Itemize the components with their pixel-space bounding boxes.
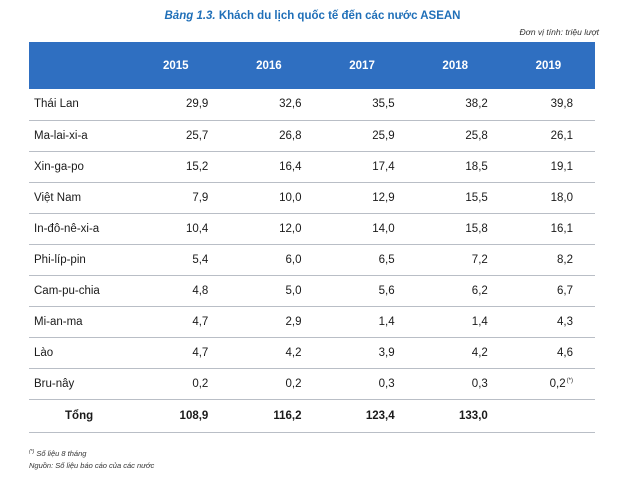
value-cell: 25,8 [408,120,502,152]
footnote: (*) Số liệu 8 tháng [29,449,86,458]
value-cell: 0,2 [129,368,223,400]
value-cell: 4,2 [222,337,316,369]
header-year: 2015 [129,42,223,89]
value-cell: 25,7 [129,120,223,152]
value-cell: 16,1 [501,213,595,245]
value-cell: 5,0 [222,275,316,307]
source-note: Nguồn: Số liệu báo cáo của các nước [29,461,155,470]
value-cell: 5,4 [129,244,223,276]
header-year: 2018 [408,42,502,89]
value-cell: 8,2 [501,244,595,276]
total-row: Tổng 108,9 116,2 123,4 133,0 [29,399,595,433]
header-country [29,42,130,89]
table-row: Lào 4,7 4,2 3,9 4,2 4,6 [29,337,595,369]
value-cell: 38,2 [408,89,502,121]
value-cell: 0,3 [315,368,409,400]
value-cell: 4,3 [501,306,595,338]
value-cell: 16,4 [222,151,316,183]
country-name: Mi-an-ma [29,306,130,338]
value-cell: 5,6 [315,275,409,307]
country-name: Thái Lan [29,89,130,121]
country-name: Ma-lai-xi-a [29,120,130,152]
total-value: 123,4 [315,399,409,433]
value-cell: 17,4 [315,151,409,183]
table-row: Phi-líp-pin 5,4 6,0 6,5 7,2 8,2 [29,244,595,276]
header-row: 2015 2016 2017 2018 2019 [29,42,595,89]
value-cell: 6,0 [222,244,316,276]
footnote-mark: (*) [29,449,35,455]
table-row: Cam-pu-chia 4,8 5,0 5,6 6,2 6,7 [29,275,595,307]
value-cell: 10,0 [222,182,316,214]
value-cell: 6,2 [408,275,502,307]
table-row: Bru-nây 0,2 0,2 0,3 0,3 0,2(*) [29,368,595,400]
value-cell: 12,9 [315,182,409,214]
value-cell: 14,0 [315,213,409,245]
table-number: Bảng 1.3. [164,10,216,22]
value-cell: 19,1 [501,151,595,183]
total-value: 116,2 [222,399,316,433]
total-label: Tổng [29,399,130,433]
table-row: Mi-an-ma 4,7 2,9 1,4 1,4 4,3 [29,306,595,338]
value-cell: 6,5 [315,244,409,276]
value-cell: 7,2 [408,244,502,276]
value-cell: 15,2 [129,151,223,183]
table-row: Xin-ga-po 15,2 16,4 17,4 18,5 19,1 [29,151,595,183]
value-cell: 4,8 [129,275,223,307]
total-value [501,399,595,433]
header-year: 2016 [222,42,316,89]
value-cell: 4,6 [501,337,595,369]
header-year: 2019 [501,42,595,89]
table-row: Thái Lan 29,9 32,6 35,5 38,2 39,8 [29,89,595,121]
value-cell: 6,7 [501,275,595,307]
value-cell: 15,8 [408,213,502,245]
value-cell: 29,9 [129,89,223,121]
unit-note: Đơn vị tính: triệu lượt [519,27,599,37]
data-table-wrapper: 2015 2016 2017 2018 2019 Thái Lan 29,9 3… [29,42,595,433]
value-cell: 4,2 [408,337,502,369]
footnote-text: Số liệu 8 tháng [36,449,87,458]
value-text: 0,2 [549,377,566,390]
table-row: Ma-lai-xi-a 25,7 26,8 25,9 25,8 26,1 [29,120,595,152]
footnote-mark: (*) [566,377,573,384]
value-cell: 1,4 [408,306,502,338]
country-name: Lào [29,337,130,369]
value-cell: 25,9 [315,120,409,152]
value-cell: 2,9 [222,306,316,338]
value-cell: 12,0 [222,213,316,245]
value-cell: 4,7 [129,337,223,369]
country-name: Phi-líp-pin [29,244,130,276]
country-name: Bru-nây [29,368,130,400]
value-cell: 15,5 [408,182,502,214]
value-cell: 26,8 [222,120,316,152]
country-name: Cam-pu-chia [29,275,130,307]
value-cell: 0,3 [408,368,502,400]
value-cell: 10,4 [129,213,223,245]
value-cell: 18,5 [408,151,502,183]
table-title: Bảng 1.3. Khách du lịch quốc tế đến các … [0,10,625,22]
value-cell: 0,2 [222,368,316,400]
table-row: In-đô-nê-xi-a 10,4 12,0 14,0 15,8 16,1 [29,213,595,245]
value-cell-with-mark: 0,2(*) [501,368,595,400]
value-cell: 1,4 [315,306,409,338]
value-cell: 3,9 [315,337,409,369]
header-year: 2017 [315,42,409,89]
value-cell: 7,9 [129,182,223,214]
value-cell: 18,0 [501,182,595,214]
data-table: 2015 2016 2017 2018 2019 Thái Lan 29,9 3… [29,42,595,433]
country-name: Xin-ga-po [29,151,130,183]
value-cell: 39,8 [501,89,595,121]
table-title-text: Khách du lịch quốc tế đến các nước ASEAN [218,10,461,22]
country-name: In-đô-nê-xi-a [29,213,130,245]
value-cell: 32,6 [222,89,316,121]
table-row: Việt Nam 7,9 10,0 12,9 15,5 18,0 [29,182,595,214]
value-cell: 35,5 [315,89,409,121]
total-value: 108,9 [129,399,223,433]
total-value: 133,0 [408,399,502,433]
country-name: Việt Nam [29,182,130,214]
value-cell: 26,1 [501,120,595,152]
value-cell: 4,7 [129,306,223,338]
